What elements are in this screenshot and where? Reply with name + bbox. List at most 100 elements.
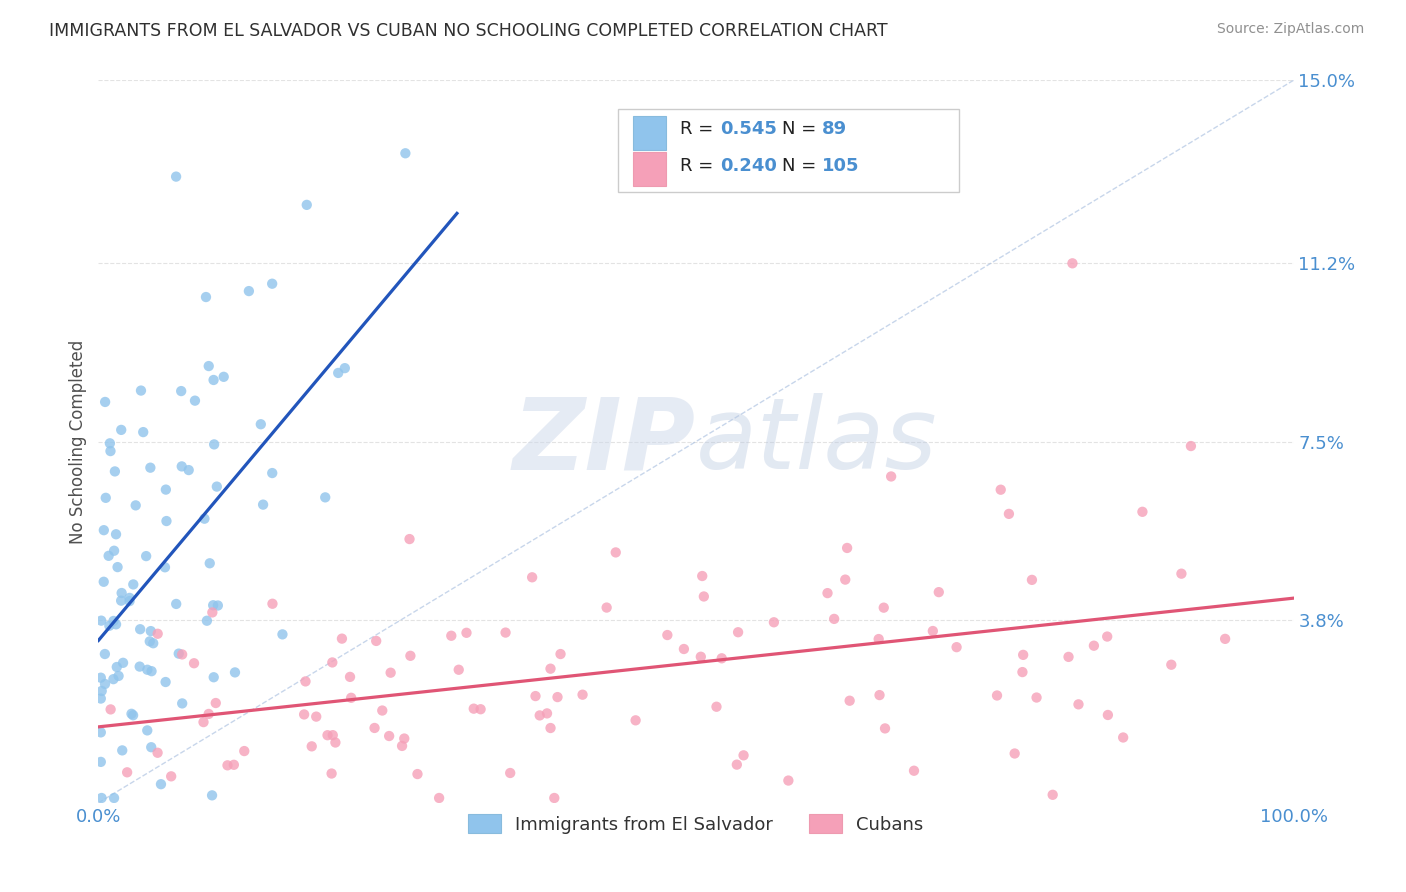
Point	[690, 569, 713, 583]
Point	[524, 689, 547, 703]
Point	[330, 632, 353, 646]
Point	[195, 614, 218, 628]
Point	[93, 574, 115, 589]
Text: R =: R =	[681, 120, 720, 138]
Text: 89: 89	[821, 120, 846, 138]
Point	[693, 590, 716, 604]
Point	[132, 425, 155, 439]
Point	[406, 767, 429, 781]
Point	[363, 721, 385, 735]
Point	[394, 146, 416, 161]
Text: R =: R =	[681, 156, 720, 175]
Point	[249, 417, 271, 432]
Point	[217, 758, 239, 772]
Point	[1004, 747, 1026, 761]
Point	[990, 483, 1012, 497]
Point	[262, 277, 284, 291]
Point	[202, 670, 225, 684]
Point	[135, 549, 157, 563]
Point	[321, 656, 343, 670]
Point	[98, 436, 121, 450]
Point	[322, 728, 344, 742]
Point	[202, 373, 225, 387]
Point	[547, 690, 569, 704]
Point	[834, 573, 856, 587]
Point	[165, 597, 187, 611]
Point	[136, 663, 159, 677]
Point	[201, 789, 224, 803]
Point	[294, 674, 316, 689]
Point	[94, 677, 117, 691]
Point	[271, 627, 294, 641]
Point	[90, 791, 112, 805]
Point	[104, 464, 127, 478]
Point	[205, 480, 228, 494]
Point	[371, 704, 394, 718]
Legend: Immigrants from El Salvador, Cubans: Immigrants from El Salvador, Cubans	[461, 806, 931, 841]
Point	[202, 599, 225, 613]
Point	[172, 697, 194, 711]
Point	[105, 527, 128, 541]
Point	[224, 665, 246, 680]
Point	[160, 769, 183, 783]
Point	[110, 593, 132, 607]
Point	[1095, 630, 1118, 644]
Point	[112, 656, 135, 670]
Point	[823, 612, 845, 626]
Point	[202, 437, 225, 451]
Point	[141, 740, 163, 755]
Point	[212, 369, 235, 384]
Point	[201, 606, 224, 620]
Point	[301, 739, 323, 754]
Point	[706, 699, 728, 714]
Point	[880, 469, 903, 483]
Point	[139, 634, 162, 648]
Point	[149, 777, 172, 791]
Point	[207, 599, 229, 613]
Point	[90, 725, 112, 739]
Point	[837, 541, 859, 555]
Point	[391, 739, 413, 753]
Point	[321, 766, 343, 780]
Point	[1025, 690, 1047, 705]
Point	[689, 649, 711, 664]
Point	[778, 773, 800, 788]
Point	[195, 290, 218, 304]
Point	[100, 444, 122, 458]
Point	[111, 586, 134, 600]
Point	[873, 600, 896, 615]
Point	[139, 460, 162, 475]
Point	[1062, 256, 1084, 270]
Point	[177, 463, 200, 477]
Point	[1067, 698, 1090, 712]
Point	[110, 423, 132, 437]
Point	[316, 728, 339, 742]
Point	[727, 625, 749, 640]
Point	[495, 625, 517, 640]
Point	[1057, 649, 1080, 664]
Point	[305, 709, 328, 723]
Point	[1021, 573, 1043, 587]
Point	[725, 757, 748, 772]
Point	[868, 632, 890, 646]
Point	[129, 622, 152, 636]
Text: 0.240: 0.240	[720, 156, 776, 175]
Point	[262, 466, 284, 480]
Point	[222, 757, 245, 772]
Point	[197, 706, 219, 721]
Point	[198, 556, 221, 570]
Point	[105, 617, 128, 632]
Text: N =: N =	[782, 120, 823, 138]
Point	[115, 765, 138, 780]
Point	[447, 663, 470, 677]
FancyBboxPatch shape	[619, 109, 959, 193]
Text: IMMIGRANTS FROM EL SALVADOR VS CUBAN NO SCHOOLING COMPLETED CORRELATION CHART: IMMIGRANTS FROM EL SALVADOR VS CUBAN NO …	[49, 22, 887, 40]
Point	[172, 648, 194, 662]
Point	[193, 715, 215, 730]
Point	[292, 707, 315, 722]
Point	[107, 669, 129, 683]
Point	[90, 671, 112, 685]
Point	[399, 648, 422, 663]
Point	[94, 491, 117, 505]
Point	[529, 708, 551, 723]
